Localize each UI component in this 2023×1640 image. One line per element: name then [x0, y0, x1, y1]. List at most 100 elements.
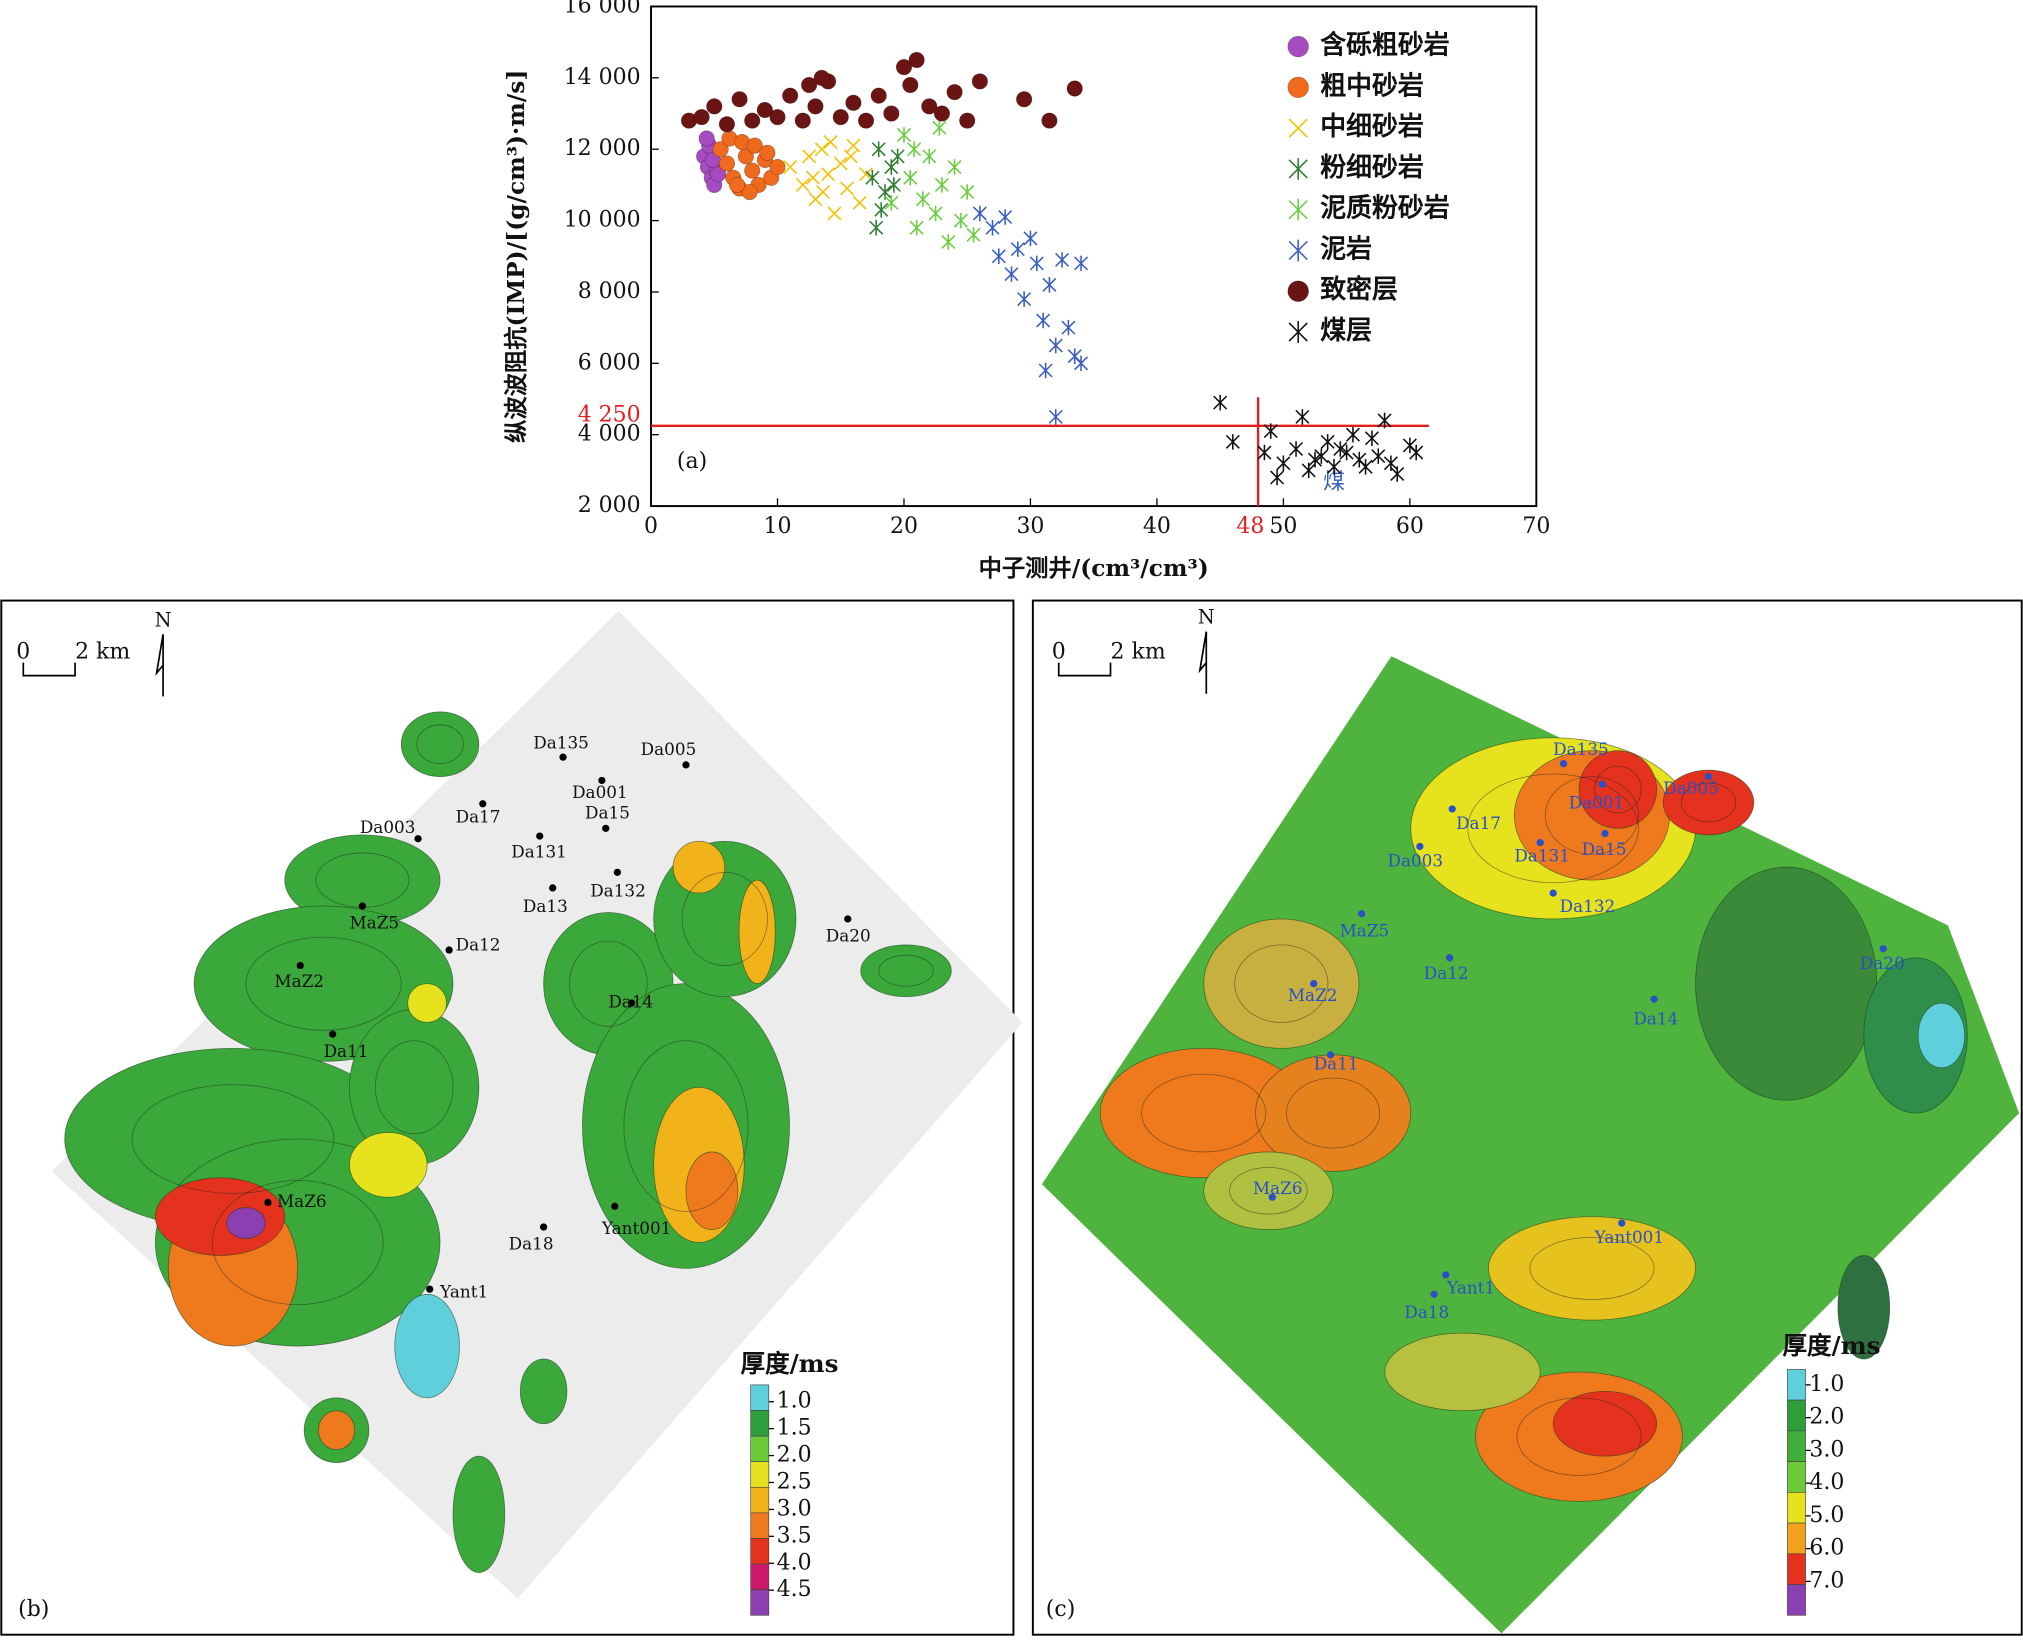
well-label: Yant001: [601, 1218, 672, 1238]
data-point: [718, 116, 736, 133]
annotation: 煤: [1323, 470, 1345, 495]
data-point: [1048, 409, 1063, 425]
well: [1559, 760, 1568, 768]
data-point: [783, 160, 798, 175]
north-label: N: [1198, 606, 1215, 629]
y-tick-label: 4 000: [578, 422, 641, 447]
well-label: Da131: [511, 841, 567, 861]
data-point: [1213, 394, 1228, 411]
x-tick-label: 50: [1269, 514, 1297, 539]
data-point: [1276, 455, 1291, 472]
data-point: [693, 109, 710, 126]
legend-swatch: [750, 1538, 770, 1565]
data-point: [915, 191, 930, 207]
well: [1268, 1193, 1276, 1201]
legend-label: 致密层: [1320, 274, 1398, 305]
data-point: [947, 159, 962, 175]
thickness-area: [1203, 918, 1360, 1049]
well: [1618, 1219, 1626, 1227]
data-point: [1055, 252, 1070, 268]
data-point: [728, 176, 746, 193]
contour: [245, 936, 402, 1031]
well: [627, 999, 636, 1007]
contour: [878, 954, 934, 987]
data-point: [1333, 441, 1348, 457]
well-label: Yant001: [1594, 1227, 1665, 1247]
thickness-area: [1552, 1390, 1658, 1457]
well-label: Da15: [1582, 839, 1627, 859]
data-point: [907, 141, 922, 157]
data-point: [712, 141, 729, 158]
well: [1326, 1051, 1335, 1059]
well: [1601, 829, 1609, 838]
data-point: [865, 169, 880, 186]
legend-label: 粗中砂岩: [1320, 71, 1424, 101]
data-point: [741, 183, 758, 201]
contour: [1467, 773, 1639, 884]
thickness-area: [349, 1132, 428, 1198]
well: [559, 753, 567, 761]
legend-swatch: [750, 1461, 770, 1488]
north-label: N: [155, 608, 172, 631]
data-point: [794, 112, 811, 129]
data-point: [1263, 423, 1278, 439]
legend-swatch: [1787, 1553, 1806, 1585]
legend-swatch: [750, 1486, 770, 1514]
data-point: [871, 141, 886, 157]
data-point: [823, 135, 838, 150]
data-point: [1314, 448, 1329, 464]
data-point: [953, 212, 968, 229]
data-point: [698, 130, 715, 147]
contour: [1286, 1077, 1381, 1149]
data-point: [946, 84, 963, 101]
contour: [1594, 765, 1642, 814]
data-point: [769, 158, 786, 176]
panel-c-frame: [1031, 599, 2023, 1636]
data-point: [971, 73, 988, 90]
data-point: [1390, 466, 1405, 482]
data-point: [846, 138, 861, 153]
thickness-area: [1203, 1151, 1334, 1230]
x-tick-label: 30: [1016, 514, 1044, 539]
contour: [681, 871, 768, 966]
data-point: [941, 234, 956, 250]
well: [549, 884, 557, 892]
y-tick-label: 14 000: [564, 65, 641, 90]
thickness-area: [519, 1358, 568, 1425]
well: [1448, 805, 1456, 813]
panel-b-frame: [0, 599, 1015, 1636]
well: [1704, 772, 1713, 781]
x-tick-label: 40: [1143, 514, 1171, 539]
legend-swatch: [750, 1384, 770, 1411]
data-point: [1270, 469, 1285, 486]
data-point: [814, 142, 829, 157]
well: [611, 1202, 619, 1210]
data-point: [801, 76, 818, 94]
contour: [1516, 1397, 1642, 1476]
thickness-area: [1662, 769, 1755, 836]
well-label: Da13: [523, 896, 568, 916]
legend-marker: [1287, 76, 1309, 99]
well-label: Da131: [1514, 845, 1570, 865]
data-point: [921, 98, 938, 115]
thickness-area: [738, 879, 776, 985]
data-point: [1289, 441, 1304, 457]
data-point: [1016, 91, 1033, 108]
data-point: [1326, 459, 1342, 475]
panel-label: (a): [677, 449, 707, 474]
thickness-area: [1695, 866, 1878, 1101]
contour: [1141, 1073, 1267, 1153]
north-arrow: [1198, 631, 1208, 694]
data-point: [1004, 266, 1019, 282]
data-point: [908, 51, 925, 69]
x-tick-label: 10: [764, 514, 792, 539]
plot-frame: [650, 5, 1538, 508]
well-label: Da135: [533, 733, 589, 753]
data-point: [1074, 255, 1089, 272]
y-tick-label: 8 000: [578, 279, 641, 304]
well: [536, 832, 544, 840]
thickness-area: [1488, 1216, 1696, 1321]
well: [1598, 780, 1606, 788]
data-point: [1225, 434, 1240, 450]
data-point: [805, 170, 820, 185]
